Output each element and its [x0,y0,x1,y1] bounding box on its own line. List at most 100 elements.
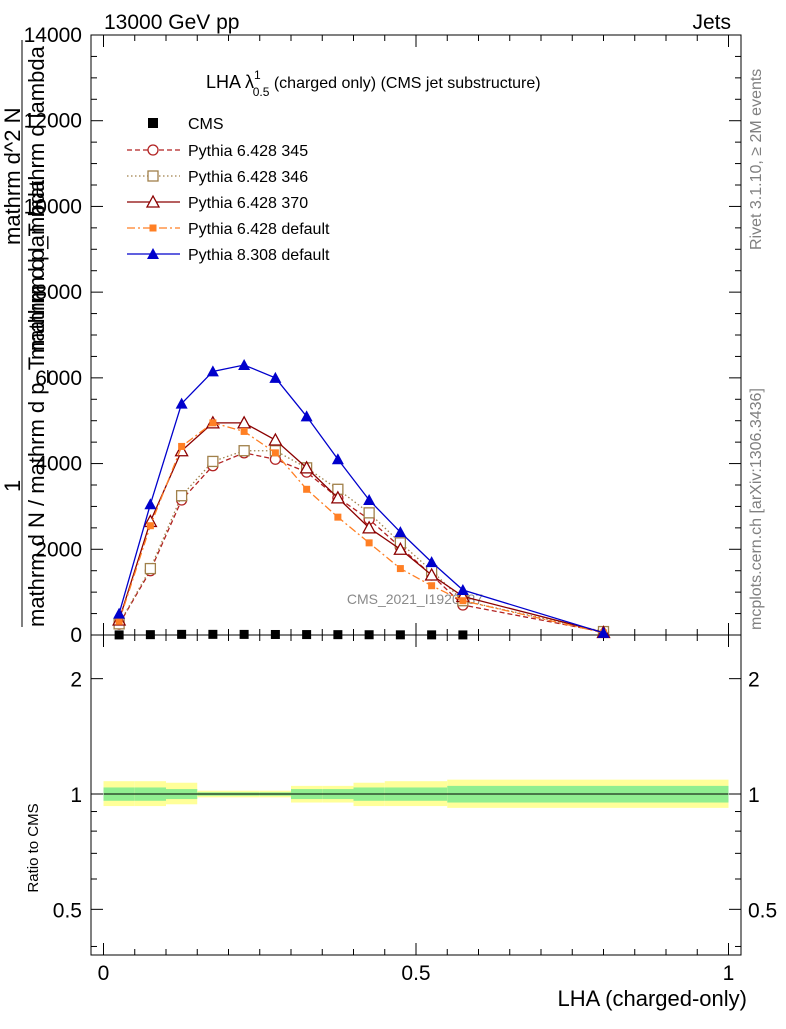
ratio-tick-label: 0.5 [53,899,82,922]
legend-item-p346: Pythia 6.428 346 [127,169,308,186]
data-point-p8 [363,494,376,505]
ratio-tick-label-right: 2 [748,669,760,692]
legend-label: Pythia 6.428 345 [188,143,308,160]
series-layer [112,359,611,640]
data-point-p8 [238,359,251,370]
legend-label: Pythia 6.428 346 [188,169,308,186]
ratio-axis-ticks: 0.5 0.5 1 1 2 2 [53,669,777,947]
data-point-p8 [175,397,188,409]
legend-item-p370: Pythia 6.428 370 [127,194,308,212]
y-tick-label: 8000 [35,281,82,304]
y-axis-title: mathrm d N / mathrm d p_T mathrm d lambd… [0,40,49,627]
legend-label: Pythia 6.428 370 [188,195,308,212]
data-point-cms [145,630,155,640]
header-right-label: Jets [692,11,731,34]
data-point-pdef [271,449,279,457]
data-point-p346 [207,455,219,468]
y-tick-label: 14000 [24,24,82,47]
data-point-cms [208,629,218,639]
ratio-axis-title: Ratio to CMS [25,803,42,892]
main-axis-ticks: 0 2000 4000 6000 8000 10000 12000 14000 [24,24,741,647]
legend-label: CMS [188,116,224,133]
legend: CMS Pythia 6.428 345 Pythia 6.428 346 Pythi… [127,116,330,264]
legend-label: Pythia 8.308 default [188,247,330,264]
y-tick-label: 4000 [35,453,82,476]
legend-marker [147,248,159,259]
series-pdef [115,419,607,637]
data-point-p346 [238,445,250,457]
data-point-cms [270,629,280,639]
legend-item-cms: CMS [148,116,224,133]
data-point-p8 [394,526,407,538]
data-point-p8 [206,365,219,377]
data-point-p8 [331,453,344,465]
data-point-pdef [178,442,186,450]
data-point-p370 [268,432,283,446]
data-point-p8 [597,626,610,638]
y-tick-label: 0 [70,624,82,647]
data-point-cms [114,630,124,640]
legend-marker [149,224,157,232]
legend-item-p8: Pythia 8.308 default [127,247,330,264]
data-point-p370 [424,567,439,581]
data-point-pdef [209,419,217,427]
data-point-pdef [334,513,342,521]
data-point-p8 [456,584,469,595]
data-point-p346 [363,507,375,519]
data-point-p370 [393,541,408,555]
data-point-cms [364,630,374,640]
data-point-p346 [175,490,188,502]
data-point-cms [427,630,437,640]
data-point-p8 [113,607,126,619]
legend-marker [148,118,158,128]
data-point-p8 [269,371,282,383]
data-point-p8 [425,556,438,568]
plot-title-sup: 1 [254,68,261,82]
ratio-tick-label-right: 1 [748,784,760,807]
data-point-cms [302,630,312,640]
legend-marker [147,144,159,156]
data-point-pdef [459,597,467,605]
data-point-p370 [237,415,252,429]
x-tick-label: 0.5 [401,962,430,985]
data-point-cms [458,630,468,640]
y-tick-label: 2000 [35,538,82,561]
data-point-pdef [396,565,404,573]
data-point-pdef [115,617,123,625]
analysis-watermark: CMS_2021_I1920187 [347,591,483,607]
y-axis-title-overlap: mathrm d p_T mathrm d lambda [24,45,49,360]
mcplots-label: mcplots.cern.ch [arXiv:1306.3436] [748,388,765,630]
legend-item-pdef: Pythia 6.428 default [127,221,330,238]
series-p346 [113,445,610,638]
data-point-pdef [240,427,248,435]
data-point-cms [333,630,343,640]
data-point-pdef [303,485,311,493]
rivet-version-label: Rivet 3.1.10, ≥ 2M events [748,69,765,250]
ratio-tick-label: 1 [70,784,82,807]
y-tick-label: 6000 [35,367,82,390]
data-point-pdef [365,539,373,547]
y-axis-title-upper: mathrm d^2 N [0,108,25,245]
legend-marker [147,170,159,182]
x-tick-label: 1 [723,962,735,985]
x-axis-title: LHA (charged-only) [557,986,747,1011]
plot-title-main: LHA λ [206,72,254,92]
data-point-cms [395,630,405,640]
data-point-pdef [428,582,436,590]
data-point-p370 [299,460,314,474]
data-point-p370 [362,520,377,534]
data-point-cms [239,629,249,639]
plot-title-rest: (charged only) (CMS jet substructure) [269,75,540,92]
plot-title: LHA λ1 0.5 (charged only) (CMS jet substr… [206,68,541,99]
legend-marker [145,194,161,208]
y-axis-title-lower: mathrm d N / mathrm d p_T mathrm d lambd… [24,179,49,627]
data-point-cms [177,629,187,639]
series-p345 [113,447,610,638]
legend-label: Pythia 6.428 default [188,221,330,238]
data-point-p370 [330,490,345,504]
ratio-tick-label: 2 [70,669,82,692]
header-left-label: 13000 GeV pp [104,11,239,34]
data-point-pdef [146,522,154,530]
x-tick-label: 0 [98,962,110,985]
